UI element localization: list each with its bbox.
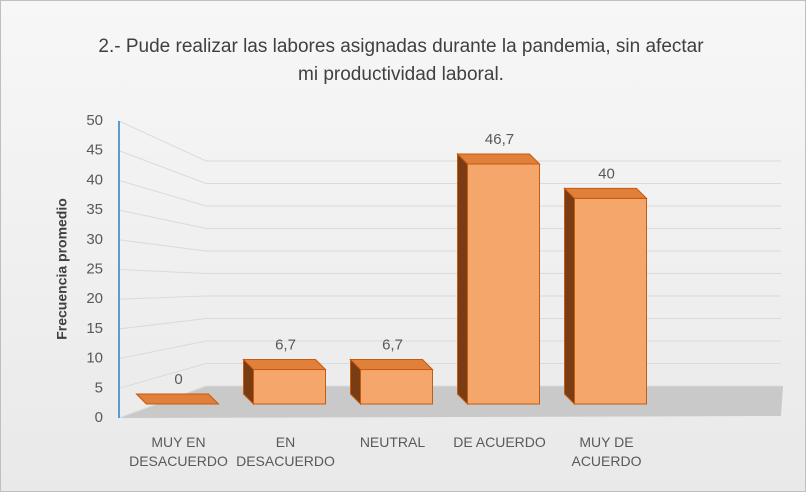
- x-tick-label: MUY DE ACUERDO: [571, 434, 642, 469]
- grid-line: [118, 150, 781, 184]
- value-label: 0: [174, 371, 182, 388]
- value-label: 6,7: [382, 337, 403, 354]
- y-tick-label: 0: [95, 409, 103, 426]
- x-tick-label: NEUTRAL: [359, 434, 426, 450]
- value-label: 40: [598, 165, 615, 182]
- bar-side: [564, 187, 575, 406]
- y-axis-label: Frecuencia promedio: [54, 198, 70, 340]
- bar-top: [135, 393, 220, 405]
- y-tick-label: 50: [86, 112, 103, 129]
- value-label: 46,7: [485, 131, 514, 148]
- bar-side: [457, 152, 468, 406]
- grid-line: [118, 295, 781, 300]
- y-tick-label: 45: [86, 142, 103, 159]
- grid-line: [118, 269, 781, 274]
- bar: [467, 163, 540, 405]
- grid-line: [118, 120, 781, 162]
- y-tick-label: 30: [86, 231, 103, 248]
- x-tick-label: DE ACUERDO: [453, 434, 546, 450]
- bar-top: [242, 359, 327, 371]
- bar-top: [456, 153, 541, 165]
- grid-line: [118, 179, 781, 207]
- bar: [253, 369, 326, 405]
- y-tick-label: 15: [86, 320, 103, 337]
- y-tick-label: 10: [86, 350, 103, 367]
- x-tick-label: MUY EN DESACUERDO: [129, 434, 228, 469]
- x-tick-label: EN DESACUERDO: [236, 434, 335, 469]
- y-tick-label: 35: [86, 201, 103, 218]
- bar: [574, 197, 647, 405]
- bar-top: [563, 187, 648, 199]
- bar: [360, 369, 433, 405]
- value-label: 6,7: [275, 337, 296, 354]
- floor: [119, 386, 783, 418]
- grid-line: [118, 340, 781, 360]
- chart-title: 2.- Pude realizar las labores asignadas …: [98, 36, 704, 85]
- y-tick-label: 5: [95, 379, 103, 396]
- y-tick-label: 25: [86, 260, 103, 277]
- grid-line: [118, 318, 781, 330]
- bar-top: [349, 359, 434, 371]
- y-tick-label: 40: [86, 171, 103, 188]
- grid-line: [118, 209, 781, 229]
- y-tick-label: 20: [86, 290, 103, 307]
- grid-line: [118, 239, 781, 252]
- grid-line: [118, 363, 781, 389]
